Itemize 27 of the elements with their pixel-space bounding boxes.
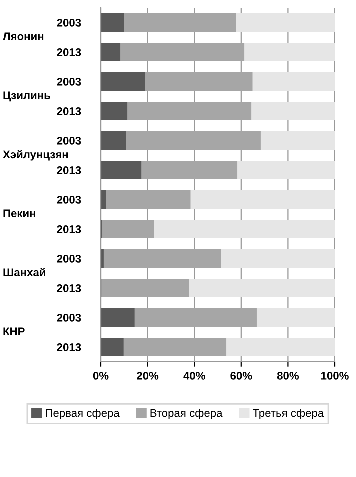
y-tick-label: 2003: [57, 137, 82, 145]
x-tick-label: 0%: [93, 372, 109, 380]
x-tick-label: 60%: [230, 372, 252, 380]
x-tick-label: 80%: [277, 372, 300, 380]
text: Ляонин: [3, 32, 44, 40]
y-tick-label: 2003: [57, 196, 82, 204]
y-tick-label: 2013: [57, 108, 82, 116]
y-tick-label: 2003: [57, 19, 82, 27]
y-tick-label: 2013: [57, 226, 82, 234]
legend-label: Третья сфера: [252, 409, 324, 420]
legend-label: Первая сфера: [46, 409, 120, 420]
y-tick-label: 2003: [57, 78, 82, 86]
y-tick-label: 2013: [57, 166, 82, 174]
text: Шанхай: [4, 268, 46, 276]
text: Цзилинь: [4, 92, 50, 102]
y-tick-label: 2013: [57, 344, 82, 352]
x-tick-label: 40%: [184, 372, 206, 380]
y-tick-label: 2013: [57, 48, 82, 56]
x-tick-label: 100%: [321, 372, 349, 380]
y-tick-label: 2003: [57, 255, 82, 263]
text: КНР: [4, 328, 25, 336]
y-tick-label: 2013: [57, 284, 82, 292]
x-tick-label: 20%: [137, 372, 159, 380]
text: Пекин: [4, 210, 36, 218]
text: Хэйлунцзян: [3, 150, 68, 161]
legend-label: Вторая сфера: [150, 409, 223, 420]
y-tick-label: 2003: [57, 314, 82, 322]
